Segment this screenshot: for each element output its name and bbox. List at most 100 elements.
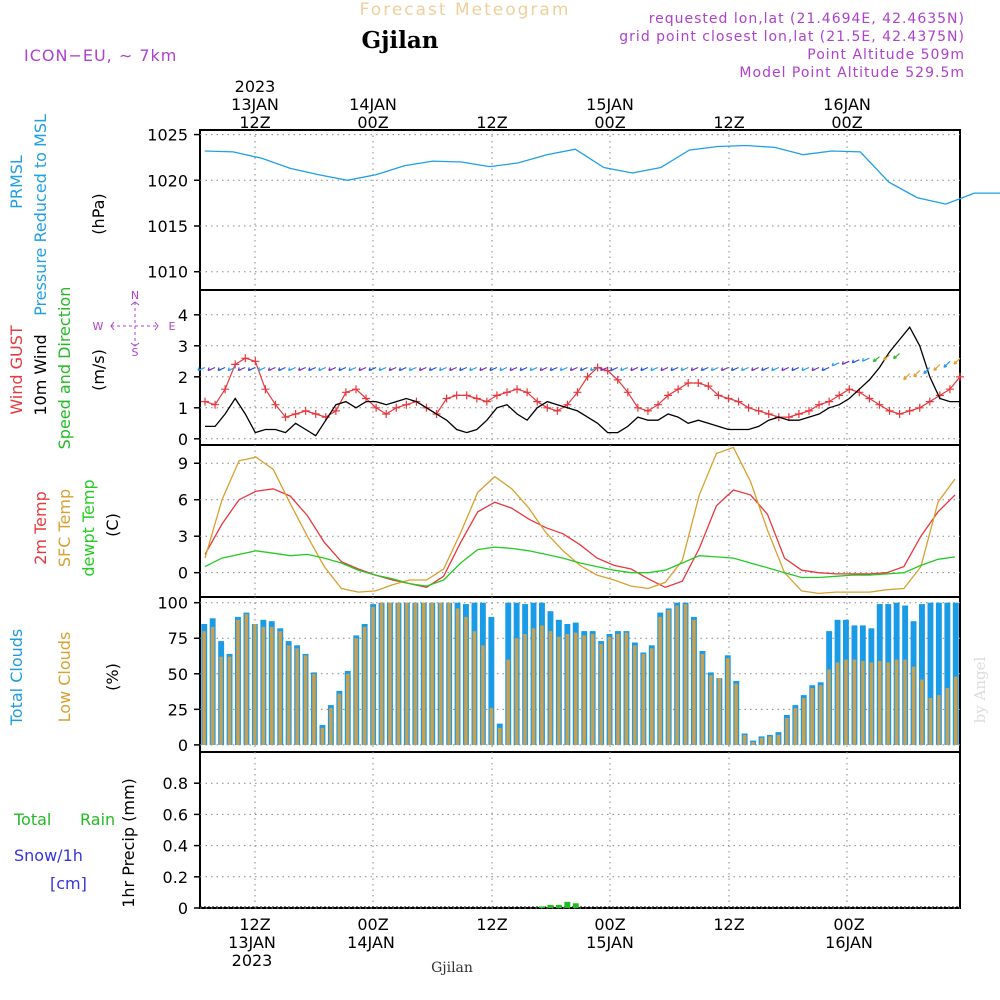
low-cloud-bar [827,669,831,745]
legend-rain: Rain [80,810,115,829]
gust-point [482,397,491,406]
wind-direction-arrow [418,366,427,372]
top-date-2: 14JAN [349,95,397,114]
dewpt-line [204,546,956,587]
location-title: Gjilan [361,27,438,54]
y-tick-label: 25 [168,700,188,719]
wind-direction-arrow [730,366,739,372]
gust-point [815,400,824,409]
ylabel-2mtemp: 2m Temp [31,491,50,565]
low-cloud-bar [464,616,468,745]
low-cloud-bar [514,638,519,745]
gust-point [664,391,673,400]
wind-direction-arrow [439,366,447,372]
low-cloud-bar [624,632,629,745]
wind-direction-arrow [529,366,538,372]
gust-point [372,403,381,412]
low-cloud-bar [295,648,299,745]
low-cloud-bar [776,734,781,745]
low-cloud-bar [709,675,713,745]
top-time-axis: 2023 13JAN 12Z 14JAN 00Z 12Z 15JAN 00Z 1… [231,77,871,132]
sfc-temp-line [204,446,956,595]
gust-point [462,391,471,400]
footer-location: Gjilan [431,960,473,976]
gust-point [654,400,662,409]
gust-point [543,403,552,412]
low-cloud-bar [574,632,578,745]
low-cloud-bar [903,659,907,745]
low-cloud-bar [734,683,738,745]
panel-frame [199,751,961,909]
wind-direction-arrow [217,366,226,372]
gust-point [492,391,501,400]
low-cloud-bar [666,609,671,745]
low-cloud-bar [481,645,485,745]
low-cloud-bar [396,602,401,745]
ylabel-precip: 1hr Precip (mm) [119,778,138,908]
gust-point [764,410,773,418]
gust-point [915,403,924,412]
wind-direction-arrow [509,366,518,372]
y-tick-label: 50 [168,665,188,684]
gust-point [583,372,592,381]
gust-point [714,391,723,400]
wind-direction-arrow [499,366,508,372]
gust-point [865,394,874,403]
gust-point [241,354,250,363]
bottom-hour-2: 00Z [357,915,388,934]
gust-line [204,357,961,418]
top-hour-5: 12Z [713,113,744,132]
low-cloud-bar [759,737,764,745]
gust-point [281,413,290,422]
wind-direction-arrow [338,366,347,372]
wind-direction-arrow [933,363,941,371]
gust-point [925,397,934,406]
y-tick-label: 1 [178,399,188,418]
top-year: 2023 [235,77,276,96]
gust-point [211,400,220,409]
gust-point [442,394,451,403]
wind-direction-arrow [600,366,608,372]
compass-w: W [93,320,104,333]
gust-point [754,406,763,415]
low-cloud-bar [523,634,527,745]
low-cloud-bar [278,631,282,745]
prmsl-line [204,144,1000,205]
gust-point [805,406,813,415]
model-label: ICON−EU, ∼ 7km [24,46,177,65]
low-cloud-bar [489,707,494,745]
low-cloud-bar [405,602,409,745]
bottom-time-axis: 12Z 13JAN 2023 00Z 14JAN 12Z 00Z 15JAN 1… [228,915,873,970]
gust-point [623,388,632,397]
wind-line [205,326,960,437]
low-cloud-bar [371,607,375,745]
gust-point [794,410,803,418]
bottom-hour-3: 12Z [476,915,507,934]
y-tick-label: 2 [178,368,188,387]
gust-point [503,388,511,397]
temperature-panel: 0 3 6 9 [178,444,961,598]
wind-direction-arrow [318,366,327,372]
low-cloud-bar [244,614,249,745]
wind-direction-arrow [197,366,206,372]
gust-point [613,375,622,384]
wind-direction-arrow [449,366,457,372]
gust-point [956,372,964,381]
gust-point [331,406,340,415]
ylabel-dewpt: dewpt Temp [79,479,98,576]
gust-point [825,397,834,406]
gust-point [261,385,270,394]
low-cloud-bar [320,727,325,745]
temp-2m-line [204,488,956,589]
model-altitude: Model Point Altitude 529.5m [739,65,965,81]
ylabel-wind: 10m Wind [31,334,50,415]
low-cloud-bar [852,659,857,745]
ylabel-percent: (%) [103,663,122,691]
y-tick-label: 1020 [147,171,188,190]
wind-direction-arrow [207,366,216,372]
low-cloud-bar [844,659,848,745]
wind-direction-arrow [247,366,256,372]
low-cloud-bar [210,626,215,745]
low-cloud-bar [303,655,308,745]
y-tick-label: 1025 [147,126,188,145]
